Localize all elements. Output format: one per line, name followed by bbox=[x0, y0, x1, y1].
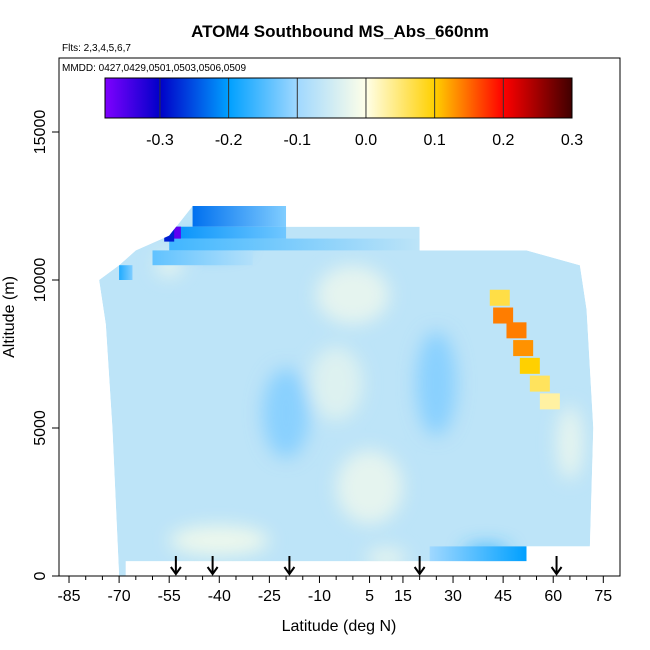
heatmap-layer bbox=[429, 546, 527, 562]
aerosol-plume bbox=[489, 289, 560, 410]
x-tick-label: -10 bbox=[308, 588, 331, 605]
plume-cell bbox=[513, 340, 534, 357]
plume-cell bbox=[519, 357, 540, 374]
dates-subtitle: MMDD: 0427,0429,0501,0503,0506,0509 bbox=[62, 63, 246, 74]
y-axis-label: Altitude (m) bbox=[1, 276, 18, 358]
flight-arrow-head bbox=[283, 566, 296, 576]
x-tick-label: 5 bbox=[365, 588, 374, 605]
colorbar-tick-label: 0.0 bbox=[355, 132, 377, 149]
y-axis: 0 5000 10000 15000 bbox=[32, 110, 59, 580]
heatmap-layer bbox=[169, 238, 420, 251]
plume-cell bbox=[529, 375, 550, 392]
x-tick-label: -70 bbox=[108, 588, 131, 605]
plume-cell bbox=[506, 322, 527, 339]
heatmap-feature bbox=[366, 547, 407, 569]
heatmap-feature bbox=[316, 265, 390, 325]
flight-arrow bbox=[413, 556, 426, 576]
heatmap-feature bbox=[556, 405, 584, 480]
heatmap-layer bbox=[119, 265, 133, 280]
y-tick-label: 0 bbox=[32, 571, 49, 580]
colorbar-tick-label: 0.3 bbox=[561, 132, 583, 149]
heatmap-feature bbox=[309, 346, 363, 421]
flight-arrow bbox=[170, 556, 182, 576]
colorbar-border bbox=[104, 77, 573, 119]
colorbar-tick-label: -0.2 bbox=[215, 132, 243, 149]
heatmap-layer bbox=[152, 250, 253, 266]
flight-arrow bbox=[283, 556, 296, 576]
heatmap-feature bbox=[169, 525, 270, 556]
heatmap-feature bbox=[416, 331, 457, 436]
flight-arrow-head bbox=[206, 566, 219, 576]
x-tick-label: -55 bbox=[158, 588, 181, 605]
plot-frame bbox=[58, 57, 621, 577]
heatmap-layer bbox=[192, 206, 287, 227]
x-tick-label: 15 bbox=[394, 588, 412, 605]
chart-title: ATOM4 Southbound MS_Abs_660nm bbox=[191, 22, 489, 41]
x-tick-label: -25 bbox=[258, 588, 281, 605]
x-axis-label: Latitude (deg N) bbox=[282, 618, 397, 635]
y-tick-label: 5000 bbox=[32, 410, 49, 446]
heatmap-clipped-area bbox=[99, 206, 594, 576]
flights-subtitle: Flts: 2,3,4,5,6,7 bbox=[62, 43, 131, 54]
heatmap-feature bbox=[262, 368, 310, 458]
flight-arrow bbox=[206, 556, 219, 576]
colorbar-tick-label: 0.1 bbox=[424, 132, 446, 149]
flight-arrow-head bbox=[550, 566, 563, 576]
plume-cell bbox=[489, 289, 510, 306]
x-axis: -85 -70 -55 -40 -25 -10 5 15 30 45 60 75 bbox=[57, 576, 612, 605]
x-tick-label: 30 bbox=[444, 588, 462, 605]
colorbar bbox=[104, 77, 573, 119]
colorbar-tick-label: 0.2 bbox=[492, 132, 514, 149]
colorbar-tick-labels: -0.3 -0.2 -0.1 0.0 0.1 0.2 0.3 bbox=[146, 132, 583, 149]
flight-arrows bbox=[170, 556, 563, 576]
colorbar-fill bbox=[105, 78, 572, 118]
plume-cell bbox=[539, 393, 560, 410]
y-tick-label: 10000 bbox=[32, 258, 49, 303]
plume-cell bbox=[493, 307, 514, 324]
x-tick-label: -40 bbox=[208, 588, 231, 605]
x-tick-label: 60 bbox=[544, 588, 562, 605]
x-tick-label: -85 bbox=[57, 588, 80, 605]
heatmap-feature bbox=[336, 450, 403, 525]
x-tick-label: 45 bbox=[494, 588, 512, 605]
heatmap-field bbox=[99, 206, 594, 576]
heatmap-hotspot bbox=[170, 226, 181, 239]
x-tick-label: 75 bbox=[594, 588, 612, 605]
colorbar-tick-label: -0.3 bbox=[146, 132, 174, 149]
flight-arrow-head bbox=[170, 566, 182, 576]
heatmap-hotspot bbox=[164, 229, 175, 242]
flight-arrow-head bbox=[413, 566, 426, 576]
colorbar-tick-label: -0.1 bbox=[284, 132, 312, 149]
y-tick-label: 15000 bbox=[32, 110, 49, 155]
heatmap-layer bbox=[169, 226, 287, 239]
flight-arrow bbox=[550, 556, 563, 576]
